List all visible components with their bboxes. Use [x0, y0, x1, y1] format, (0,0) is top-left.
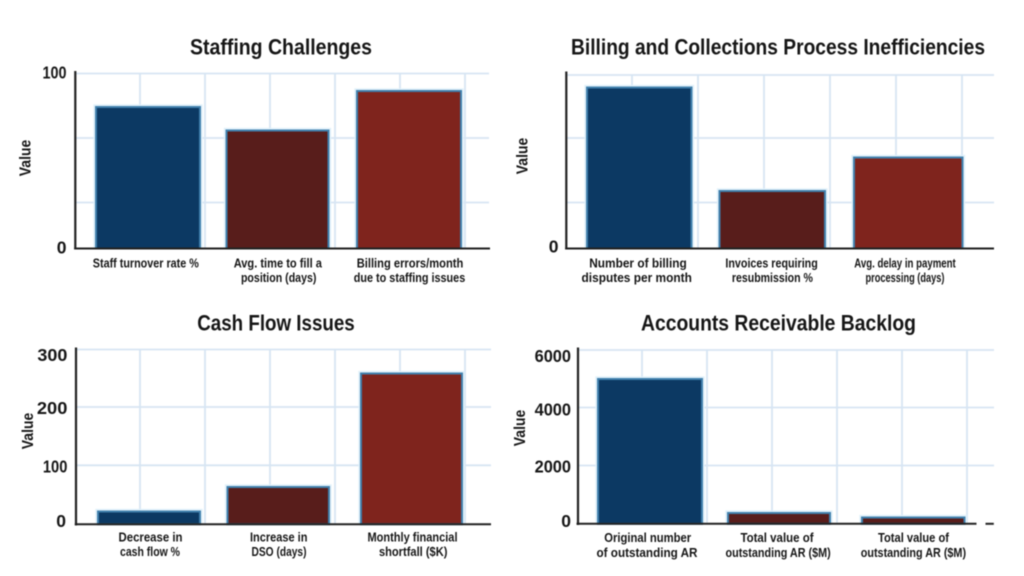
- svg-text:shortfall ($K): shortfall ($K): [379, 544, 448, 559]
- svg-text:of outstanding AR: of outstanding AR: [597, 545, 699, 560]
- svg-text:Billing errors/month: Billing errors/month: [357, 255, 464, 270]
- svg-text:Cash Flow Issues: Cash Flow Issues: [197, 311, 355, 336]
- svg-text:Staffing Challenges: Staffing Challenges: [190, 35, 372, 60]
- svg-text:DSO (days): DSO (days): [252, 544, 307, 559]
- svg-text:100: 100: [43, 456, 68, 476]
- svg-text:100: 100: [43, 63, 67, 83]
- svg-text:cash flow %: cash flow %: [120, 544, 180, 559]
- svg-text:Avg. time to fill a: Avg. time to fill a: [234, 255, 323, 270]
- svg-text:Value: Value: [20, 412, 37, 449]
- svg-text:Value: Value: [512, 409, 529, 446]
- svg-text:0: 0: [549, 237, 559, 257]
- svg-text:Avg. delay in payment: Avg. delay in payment: [854, 255, 956, 270]
- svg-text:2000: 2000: [535, 456, 572, 476]
- svg-text:6000: 6000: [535, 346, 572, 366]
- svg-text:4000: 4000: [535, 400, 572, 420]
- svg-text:Total value of: Total value of: [740, 530, 814, 545]
- svg-text:Total value of: Total value of: [878, 530, 950, 545]
- svg-text:Monthly financial: Monthly financial: [368, 530, 458, 545]
- svg-text:0: 0: [57, 238, 67, 258]
- svg-text:Number of billing: Number of billing: [589, 255, 687, 270]
- svg-text:Decrease in: Decrease in: [119, 530, 183, 545]
- svg-text:Increase in: Increase in: [250, 530, 308, 545]
- svg-text:position (days): position (days): [241, 270, 317, 285]
- svg-text:200: 200: [37, 398, 68, 418]
- svg-text:Staff turnover rate %: Staff turnover rate %: [93, 255, 199, 270]
- svg-text:Value: Value: [515, 137, 532, 174]
- svg-text:resubmission %: resubmission %: [732, 270, 813, 285]
- svg-text:Original number: Original number: [604, 530, 691, 545]
- svg-text:processing (days): processing (days): [866, 270, 945, 285]
- svg-text:Accounts Receivable Backlog: Accounts Receivable Backlog: [641, 311, 916, 336]
- svg-text:0: 0: [56, 511, 66, 531]
- svg-text:due to staffing issues: due to staffing issues: [354, 270, 466, 285]
- svg-text:outstanding AR ($M): outstanding AR ($M): [861, 545, 966, 560]
- svg-text:outstanding AR ($M): outstanding AR ($M): [726, 545, 831, 560]
- svg-text:Value: Value: [18, 139, 35, 176]
- svg-text:0: 0: [561, 511, 571, 531]
- svg-text:disputes per month: disputes per month: [582, 270, 692, 285]
- svg-text:Billing and Collections Proces: Billing and Collections Process Ineffici…: [571, 35, 985, 60]
- svg-text:Invoices requiring: Invoices requiring: [725, 255, 817, 270]
- svg-text:300: 300: [37, 345, 67, 365]
